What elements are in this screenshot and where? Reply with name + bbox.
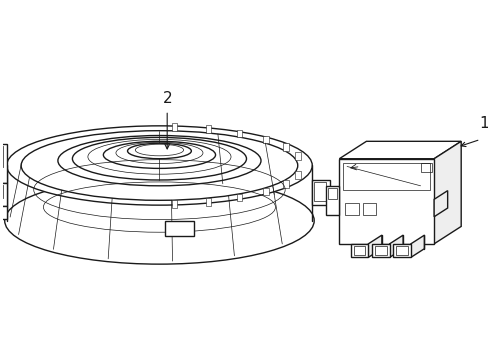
Bar bbox=[283, 180, 288, 188]
Text: 1: 1 bbox=[479, 116, 488, 131]
Bar bbox=[420, 163, 431, 172]
Bar bbox=[353, 246, 365, 256]
Bar bbox=[0, 146, 3, 167]
Bar bbox=[339, 159, 433, 244]
Bar bbox=[263, 188, 268, 195]
Bar bbox=[362, 203, 375, 215]
Bar bbox=[312, 180, 329, 205]
Bar bbox=[393, 244, 410, 257]
Bar bbox=[236, 130, 242, 137]
Polygon shape bbox=[410, 235, 424, 257]
Bar bbox=[295, 171, 301, 179]
Bar bbox=[325, 186, 339, 215]
Ellipse shape bbox=[21, 131, 297, 200]
Polygon shape bbox=[433, 141, 460, 244]
Bar bbox=[327, 188, 337, 199]
Bar bbox=[0, 185, 3, 198]
Bar bbox=[374, 246, 386, 256]
Polygon shape bbox=[165, 221, 194, 236]
Bar bbox=[295, 152, 301, 160]
Bar bbox=[171, 123, 177, 131]
Ellipse shape bbox=[5, 177, 314, 264]
Ellipse shape bbox=[7, 126, 312, 205]
Bar bbox=[236, 194, 242, 202]
Polygon shape bbox=[0, 144, 7, 183]
Polygon shape bbox=[339, 141, 460, 159]
Polygon shape bbox=[433, 191, 447, 217]
Polygon shape bbox=[389, 235, 402, 257]
Bar bbox=[283, 144, 288, 151]
Bar bbox=[171, 200, 177, 208]
Bar bbox=[314, 182, 325, 201]
Ellipse shape bbox=[58, 135, 261, 186]
Bar bbox=[396, 246, 407, 256]
Ellipse shape bbox=[127, 143, 191, 159]
Bar bbox=[371, 244, 389, 257]
Polygon shape bbox=[0, 206, 7, 219]
Bar bbox=[345, 203, 358, 215]
Bar bbox=[343, 163, 429, 190]
Bar bbox=[205, 125, 211, 133]
Bar bbox=[263, 136, 268, 144]
Bar bbox=[205, 198, 211, 206]
Bar bbox=[350, 244, 367, 257]
Polygon shape bbox=[367, 235, 381, 257]
Polygon shape bbox=[0, 183, 7, 206]
Text: 2: 2 bbox=[162, 91, 172, 106]
